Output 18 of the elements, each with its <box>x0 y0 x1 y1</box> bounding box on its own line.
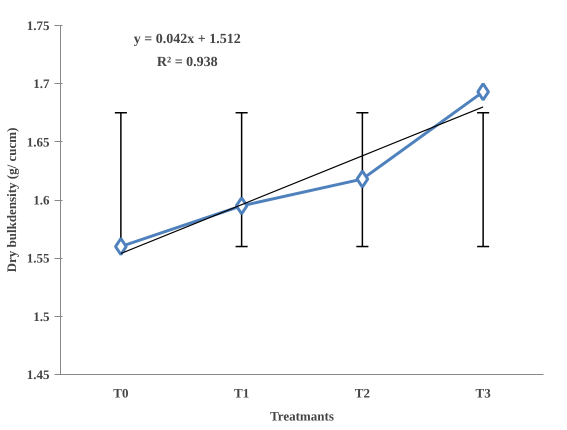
y-tick-label: 1.6 <box>33 192 50 208</box>
y-tick-label: 1.7 <box>33 76 50 92</box>
y-tick-label: 1.45 <box>26 367 50 382</box>
point <box>356 170 370 189</box>
x-tick-label: T0 <box>113 386 128 400</box>
y-axis-title: Dry bulkdensity (g/ cucm) <box>4 128 19 272</box>
x-tick-label: T1 <box>234 386 250 400</box>
y-tick-label: 1.55 <box>26 250 50 266</box>
y-tick-label: 1.5 <box>33 308 50 324</box>
point <box>114 237 128 256</box>
y-tick-label: 1.75 <box>26 18 50 33</box>
x-tick-label: T3 <box>476 386 492 400</box>
x-tick-label: T2 <box>354 386 370 400</box>
x-axis-title: Treatmants <box>270 408 334 424</box>
annotation: R² = 0.938 <box>156 55 218 70</box>
annotation: y = 0.042x + 1.512 <box>134 32 241 47</box>
point <box>476 82 490 102</box>
y-tick-label: 1.65 <box>26 134 50 150</box>
